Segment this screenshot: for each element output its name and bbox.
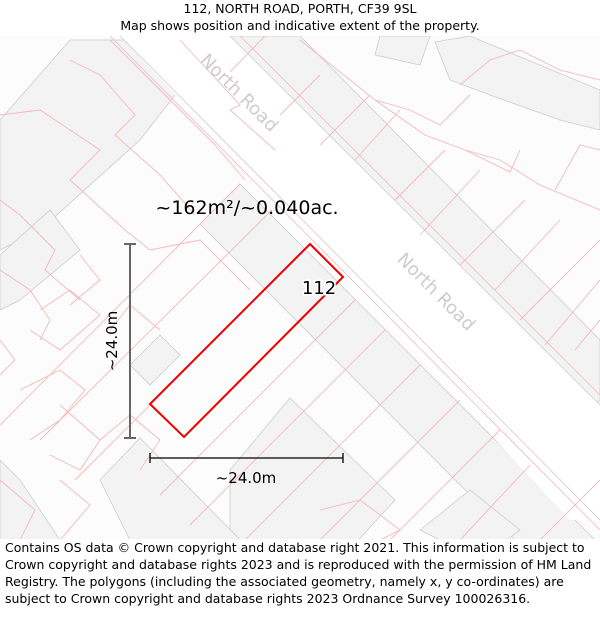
property-map[interactable]: North Road North Road ~162m²/~0.040ac. 1… bbox=[0, 36, 600, 539]
copyright-attribution: Contains OS data © Crown copyright and d… bbox=[5, 540, 592, 606]
horizontal-scale-bar bbox=[149, 453, 344, 463]
north-road bbox=[109, 36, 600, 531]
parcel-boundaries bbox=[0, 36, 600, 539]
horizontal-scale-label: ~24.0m bbox=[216, 469, 277, 487]
area-label: ~162m²/~0.040ac. bbox=[155, 197, 338, 219]
property-boundary-112[interactable] bbox=[148, 242, 345, 439]
vertical-scale-bar bbox=[124, 243, 136, 439]
property-number-label: 112 bbox=[302, 278, 336, 299]
property-address: 112, NORTH ROAD, PORTH, CF39 9SL bbox=[183, 1, 417, 16]
map-subtitle: Map shows position and indicative extent… bbox=[120, 18, 480, 33]
map-header: 112, NORTH ROAD, PORTH, CF39 9SL Map sho… bbox=[0, 0, 600, 36]
vertical-scale-label: ~24.0m bbox=[103, 311, 121, 372]
